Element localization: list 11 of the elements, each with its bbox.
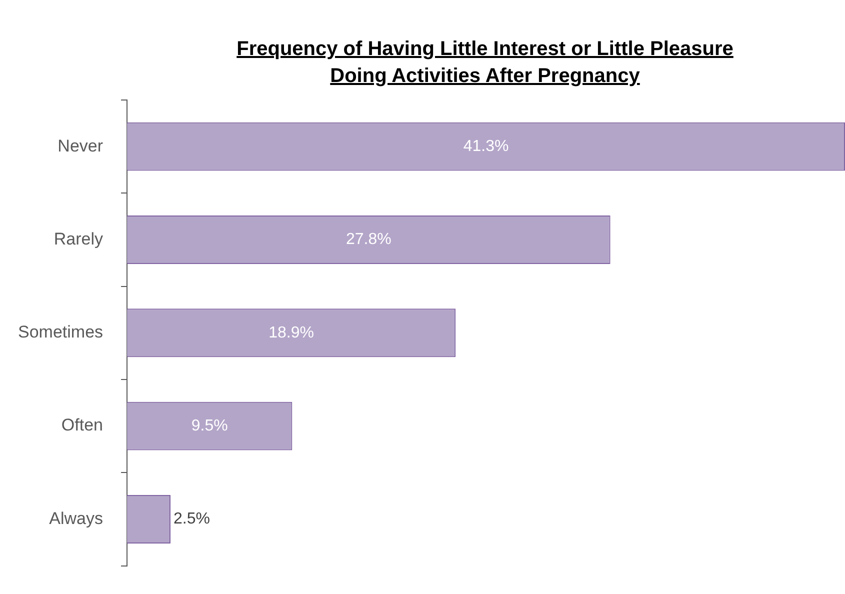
data-label: 27.8% <box>346 231 392 248</box>
data-label: 2.5% <box>173 510 210 528</box>
data-label: 9.5% <box>191 417 228 434</box>
y-tick-label: Rarely <box>54 229 104 248</box>
y-tick-label: Always <box>49 508 104 528</box>
y-tick-label: Often <box>61 416 104 435</box>
chart-title: Frequency of Having Little Interest or Little Pleasure Doing Activities After Pregnancy <box>236 37 734 89</box>
y-tick-label: Never <box>58 136 104 156</box>
data-label: 41.3% <box>463 138 509 155</box>
data-label: 18.9% <box>268 324 314 342</box>
y-tick-label: Sometimes <box>18 322 104 342</box>
